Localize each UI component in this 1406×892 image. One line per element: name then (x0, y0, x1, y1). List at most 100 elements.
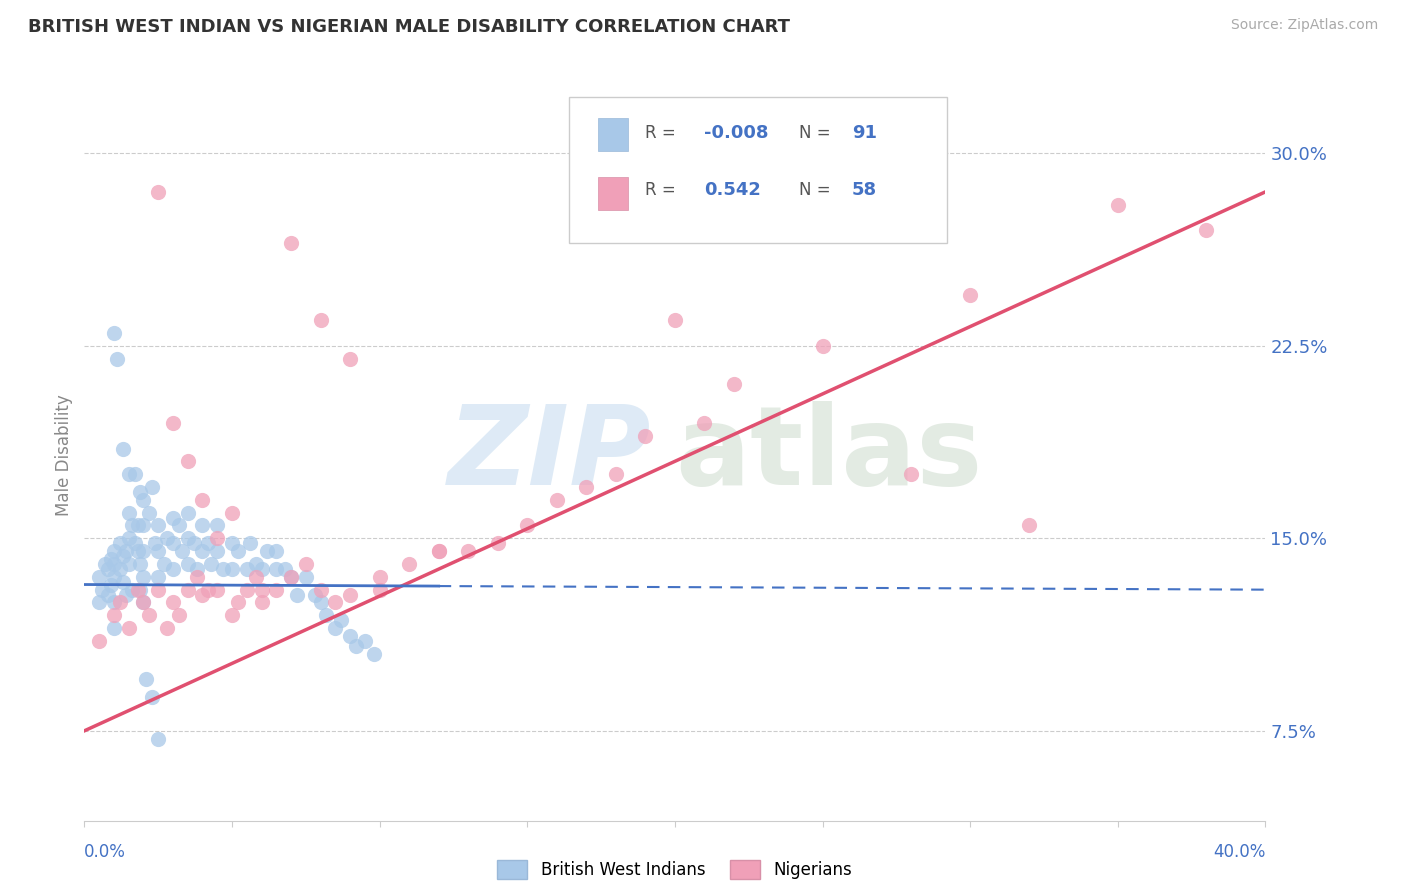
Point (121, 518, 143, 533)
Point (129, 485, 152, 500)
Point (546, 492, 568, 507)
Point (221, 536, 243, 550)
Text: BRITISH WEST INDIAN VS NIGERIAN MALE DISABILITY CORRELATION CHART: BRITISH WEST INDIAN VS NIGERIAN MALE DIS… (28, 18, 790, 36)
Point (148, 582, 170, 597)
Point (103, 326, 125, 340)
Point (94, 557, 117, 571)
Point (141, 480, 163, 494)
Point (87, 595, 111, 609)
Point (129, 582, 152, 597)
Point (339, 351, 361, 366)
Point (427, 544, 450, 558)
Point (205, 582, 228, 597)
Point (664, 313, 686, 327)
Point (132, 570, 155, 584)
Point (205, 518, 228, 533)
FancyBboxPatch shape (598, 177, 627, 210)
Point (205, 544, 228, 558)
Point (280, 570, 302, 584)
Point (516, 518, 538, 533)
Point (143, 536, 166, 550)
Point (103, 544, 125, 558)
Point (111, 549, 134, 564)
Point (226, 595, 249, 609)
Point (153, 557, 176, 571)
Point (250, 582, 273, 597)
Point (274, 562, 297, 576)
Point (108, 536, 131, 550)
Point (91, 582, 114, 597)
Point (103, 621, 125, 635)
Point (177, 506, 200, 520)
Point (148, 185, 170, 199)
Point (191, 588, 214, 602)
Point (191, 492, 214, 507)
Text: Source: ZipAtlas.com: Source: ZipAtlas.com (1230, 18, 1378, 32)
Point (368, 570, 391, 584)
Point (148, 518, 170, 533)
Point (354, 634, 377, 648)
Point (811, 339, 834, 353)
Point (124, 467, 146, 482)
Point (103, 608, 125, 623)
Point (191, 518, 214, 533)
Text: R =: R = (645, 181, 676, 199)
Point (100, 577, 122, 591)
Point (132, 595, 155, 609)
Text: 91: 91 (852, 124, 877, 142)
Point (245, 570, 267, 584)
Point (132, 544, 155, 558)
Point (323, 595, 347, 609)
Point (1107, 197, 1129, 211)
Text: N =: N = (799, 181, 831, 199)
Point (156, 621, 179, 635)
Point (900, 467, 922, 482)
Point (97, 562, 120, 576)
Point (575, 480, 598, 494)
Point (339, 588, 361, 602)
Point (127, 544, 149, 558)
Text: 0.542: 0.542 (704, 181, 761, 199)
Point (723, 377, 745, 392)
Point (309, 582, 332, 597)
Point (256, 544, 278, 558)
Y-axis label: Male Disability: Male Disability (55, 394, 73, 516)
Point (1018, 518, 1040, 533)
Point (197, 582, 219, 597)
Text: atlas: atlas (675, 401, 983, 508)
Point (200, 557, 222, 571)
Point (103, 557, 125, 571)
Point (186, 562, 208, 576)
Point (191, 544, 214, 558)
Point (205, 532, 228, 546)
Point (129, 557, 152, 571)
Point (87, 570, 111, 584)
Point (177, 532, 200, 546)
Point (148, 570, 170, 584)
Point (605, 467, 627, 482)
Legend: British West Indians, Nigerians: British West Indians, Nigerians (491, 853, 859, 886)
Point (87, 634, 111, 648)
Point (177, 454, 200, 468)
Point (309, 313, 332, 327)
Point (250, 595, 273, 609)
Point (323, 621, 347, 635)
Point (264, 544, 288, 558)
Point (304, 588, 326, 602)
Point (295, 557, 318, 571)
Point (121, 582, 143, 597)
Point (138, 608, 160, 623)
Point (162, 416, 184, 430)
Point (235, 582, 259, 597)
Point (141, 690, 163, 705)
Point (170, 544, 193, 558)
Point (118, 506, 141, 520)
Point (315, 608, 337, 623)
Point (105, 351, 128, 366)
Point (212, 562, 235, 576)
Point (162, 562, 184, 576)
Point (162, 510, 184, 524)
Point (118, 621, 141, 635)
Point (250, 562, 273, 576)
Point (339, 629, 361, 643)
